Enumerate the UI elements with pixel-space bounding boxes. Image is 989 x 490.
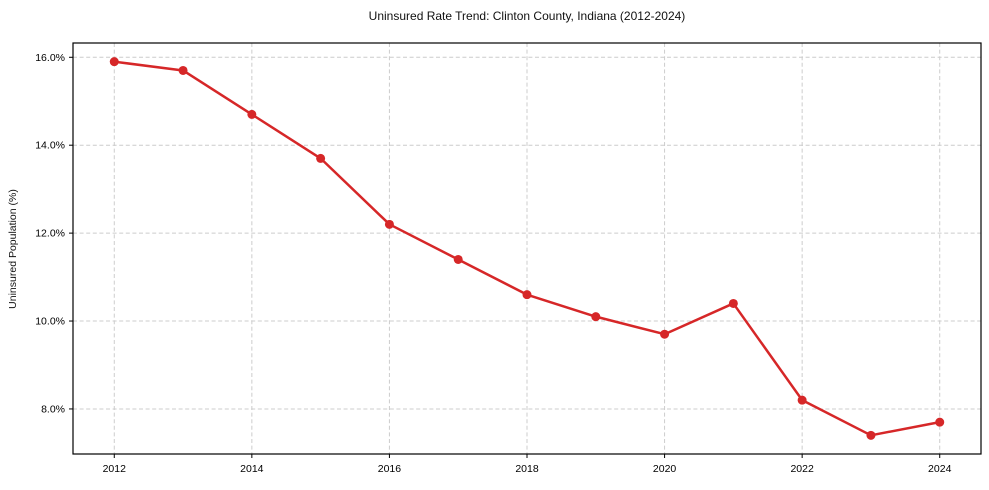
x-tick-label: 2024 [928,463,952,475]
data-point [522,290,532,300]
data-point [866,430,876,440]
x-tick-label: 2020 [653,463,677,475]
data-point [178,65,188,75]
x-tick-label: 2018 [515,463,539,475]
data-point [109,57,119,67]
data-point [660,329,670,339]
data-point [384,219,394,229]
x-tick-label: 2016 [378,463,402,475]
data-point [453,254,463,264]
y-tick-label: 14.0% [35,140,65,152]
data-point [316,153,326,163]
data-point [935,417,945,427]
data-point [728,298,738,308]
x-tick-label: 2014 [240,463,264,475]
x-tick-label: 2022 [790,463,814,475]
y-tick-label: 10.0% [35,316,65,328]
x-tick-label: 2012 [103,463,127,475]
data-point [591,312,601,322]
y-tick-label: 8.0% [41,403,65,415]
data-point [797,395,807,405]
data-point [247,109,257,119]
y-tick-label: 12.0% [35,228,65,240]
y-tick-label: 16.0% [35,52,65,64]
chart-title: Uninsured Rate Trend: Clinton County, In… [368,9,686,23]
